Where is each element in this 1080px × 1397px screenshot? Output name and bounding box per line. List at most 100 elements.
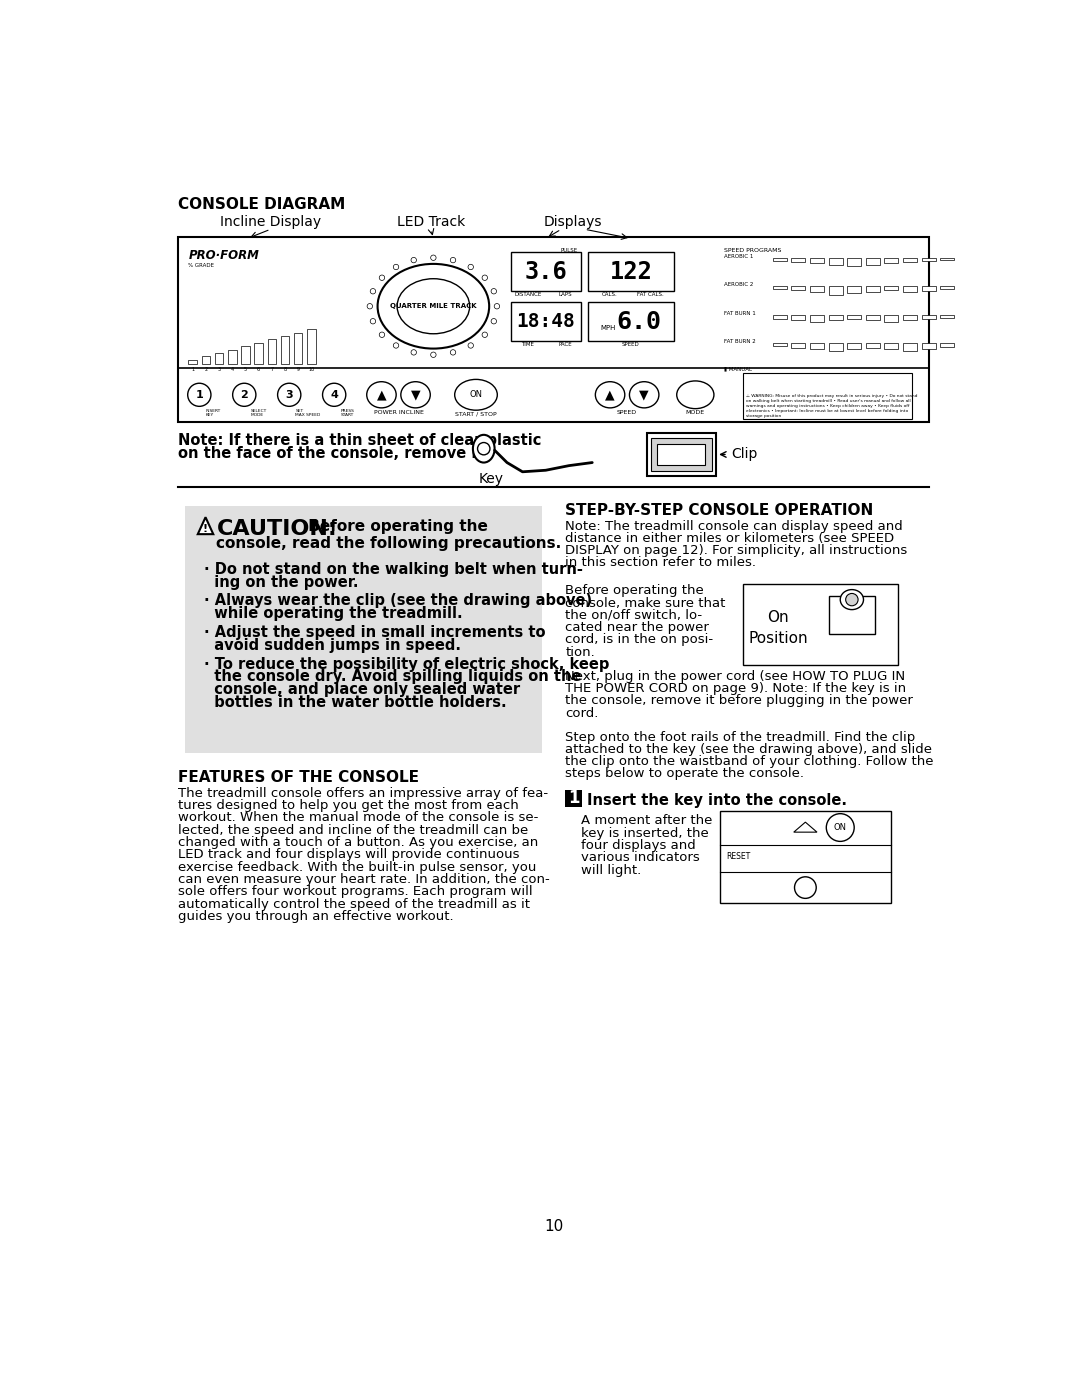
Bar xyxy=(720,810,891,902)
Text: 122: 122 xyxy=(609,260,652,284)
Text: can even measure your heart rate. In addition, the con-: can even measure your heart rate. In add… xyxy=(177,873,550,886)
Bar xyxy=(792,286,806,291)
Text: Key: Key xyxy=(480,472,504,486)
Circle shape xyxy=(232,383,256,407)
Text: PULSE: PULSE xyxy=(561,247,578,253)
Bar xyxy=(866,286,880,292)
Bar xyxy=(589,253,674,291)
Bar xyxy=(810,314,824,321)
Circle shape xyxy=(482,332,487,338)
Bar xyxy=(941,314,954,317)
Circle shape xyxy=(846,594,859,606)
Circle shape xyxy=(450,349,456,355)
Text: SET
MAX SPEED: SET MAX SPEED xyxy=(296,409,321,418)
Text: SPEED: SPEED xyxy=(622,342,639,348)
Ellipse shape xyxy=(595,381,625,408)
Bar xyxy=(281,337,289,365)
Bar xyxy=(828,286,842,295)
Bar xyxy=(255,342,262,365)
Ellipse shape xyxy=(397,279,470,334)
Text: PACE: PACE xyxy=(558,342,572,348)
Text: On
Position: On Position xyxy=(748,610,808,647)
Text: tion.: tion. xyxy=(565,645,595,659)
Bar xyxy=(885,314,899,321)
Text: attached to the key (see the drawing above), and slide: attached to the key (see the drawing abo… xyxy=(565,743,932,756)
Text: Note: The treadmill console can display speed and: Note: The treadmill console can display … xyxy=(565,520,903,532)
Circle shape xyxy=(491,319,497,324)
Text: changed with a touch of a button. As you exercise, an: changed with a touch of a button. As you… xyxy=(177,835,538,849)
Text: key is inserted, the: key is inserted, the xyxy=(581,827,708,840)
Text: 1: 1 xyxy=(195,390,203,400)
Text: 9: 9 xyxy=(297,367,299,372)
Text: on the face of the console, remove it.: on the face of the console, remove it. xyxy=(177,447,489,461)
Text: DISTANCE: DISTANCE xyxy=(514,292,541,298)
Bar xyxy=(511,253,581,291)
Bar xyxy=(773,344,786,346)
Circle shape xyxy=(367,303,373,309)
Text: steps below to operate the console.: steps below to operate the console. xyxy=(565,767,805,781)
Text: 1: 1 xyxy=(568,789,579,807)
Text: ing on the power.: ing on the power. xyxy=(204,574,359,590)
Ellipse shape xyxy=(840,590,864,609)
Circle shape xyxy=(450,257,456,263)
Text: avoid sudden jumps in speed.: avoid sudden jumps in speed. xyxy=(204,637,461,652)
Bar xyxy=(941,344,954,346)
Text: START / STOP: START / STOP xyxy=(455,412,497,416)
Circle shape xyxy=(495,303,500,309)
Circle shape xyxy=(379,332,384,338)
Circle shape xyxy=(278,383,301,407)
Text: DISPLAY on page 12). For simplicity, all instructions: DISPLAY on page 12). For simplicity, all… xyxy=(565,545,907,557)
Bar xyxy=(294,332,302,365)
Circle shape xyxy=(482,275,487,281)
Text: ▲: ▲ xyxy=(605,388,615,401)
Text: the console dry. Avoid spilling liquids on the: the console dry. Avoid spilling liquids … xyxy=(204,669,581,685)
Text: CAUTION:: CAUTION: xyxy=(216,518,337,539)
Text: STEP-BY-STEP CONSOLE OPERATION: STEP-BY-STEP CONSOLE OPERATION xyxy=(565,503,874,518)
Circle shape xyxy=(431,352,436,358)
Text: 10: 10 xyxy=(308,367,314,372)
Circle shape xyxy=(468,342,473,348)
Text: 5: 5 xyxy=(244,367,247,372)
Bar xyxy=(773,314,786,319)
Text: 6: 6 xyxy=(257,367,260,372)
Bar xyxy=(651,437,712,471)
Bar xyxy=(903,344,917,351)
Text: · Do not stand on the walking belt when turn-: · Do not stand on the walking belt when … xyxy=(204,562,583,577)
Text: cated near the power: cated near the power xyxy=(565,622,708,634)
Bar xyxy=(941,257,954,260)
Bar xyxy=(773,286,786,289)
Bar xyxy=(810,286,824,292)
Text: SPEED PROGRAMS: SPEED PROGRAMS xyxy=(724,247,781,253)
Bar xyxy=(885,344,899,349)
Text: AEROBIC 2: AEROBIC 2 xyxy=(724,282,754,288)
Text: 10: 10 xyxy=(544,1218,563,1234)
Bar xyxy=(828,595,875,634)
Text: various indicators: various indicators xyxy=(581,851,700,865)
Text: Step onto the foot rails of the treadmill. Find the clip: Step onto the foot rails of the treadmil… xyxy=(565,731,916,743)
Text: POWER INCLINE: POWER INCLINE xyxy=(374,411,423,415)
Text: · To reduce the possibility of electric shock, keep: · To reduce the possibility of electric … xyxy=(204,657,609,672)
Text: LED Track: LED Track xyxy=(397,215,465,229)
Bar xyxy=(921,257,935,261)
Text: cord, is in the on posi-: cord, is in the on posi- xyxy=(565,633,713,647)
Circle shape xyxy=(370,319,376,324)
Text: in this section refer to miles.: in this section refer to miles. xyxy=(565,556,756,570)
Ellipse shape xyxy=(455,380,497,411)
Text: Before operating the: Before operating the xyxy=(303,518,488,534)
Text: SELECT
MODE: SELECT MODE xyxy=(251,409,267,418)
Circle shape xyxy=(477,443,490,455)
Text: PRO·FORM: PRO·FORM xyxy=(189,249,259,263)
Text: the on/off switch, lo-: the on/off switch, lo- xyxy=(565,609,702,622)
Text: cord.: cord. xyxy=(565,707,598,719)
Text: Before operating the: Before operating the xyxy=(565,584,704,597)
Text: AEROBIC 1: AEROBIC 1 xyxy=(724,254,754,258)
Text: Incline Display: Incline Display xyxy=(220,215,321,229)
Bar xyxy=(658,444,705,465)
Bar xyxy=(189,360,197,365)
Circle shape xyxy=(323,383,346,407)
Text: ON: ON xyxy=(470,390,483,400)
Text: automatically control the speed of the treadmill as it: automatically control the speed of the t… xyxy=(177,898,529,911)
Text: the clip onto the waistband of your clothing. Follow the: the clip onto the waistband of your clot… xyxy=(565,756,933,768)
Bar xyxy=(866,344,880,348)
Circle shape xyxy=(393,264,399,270)
